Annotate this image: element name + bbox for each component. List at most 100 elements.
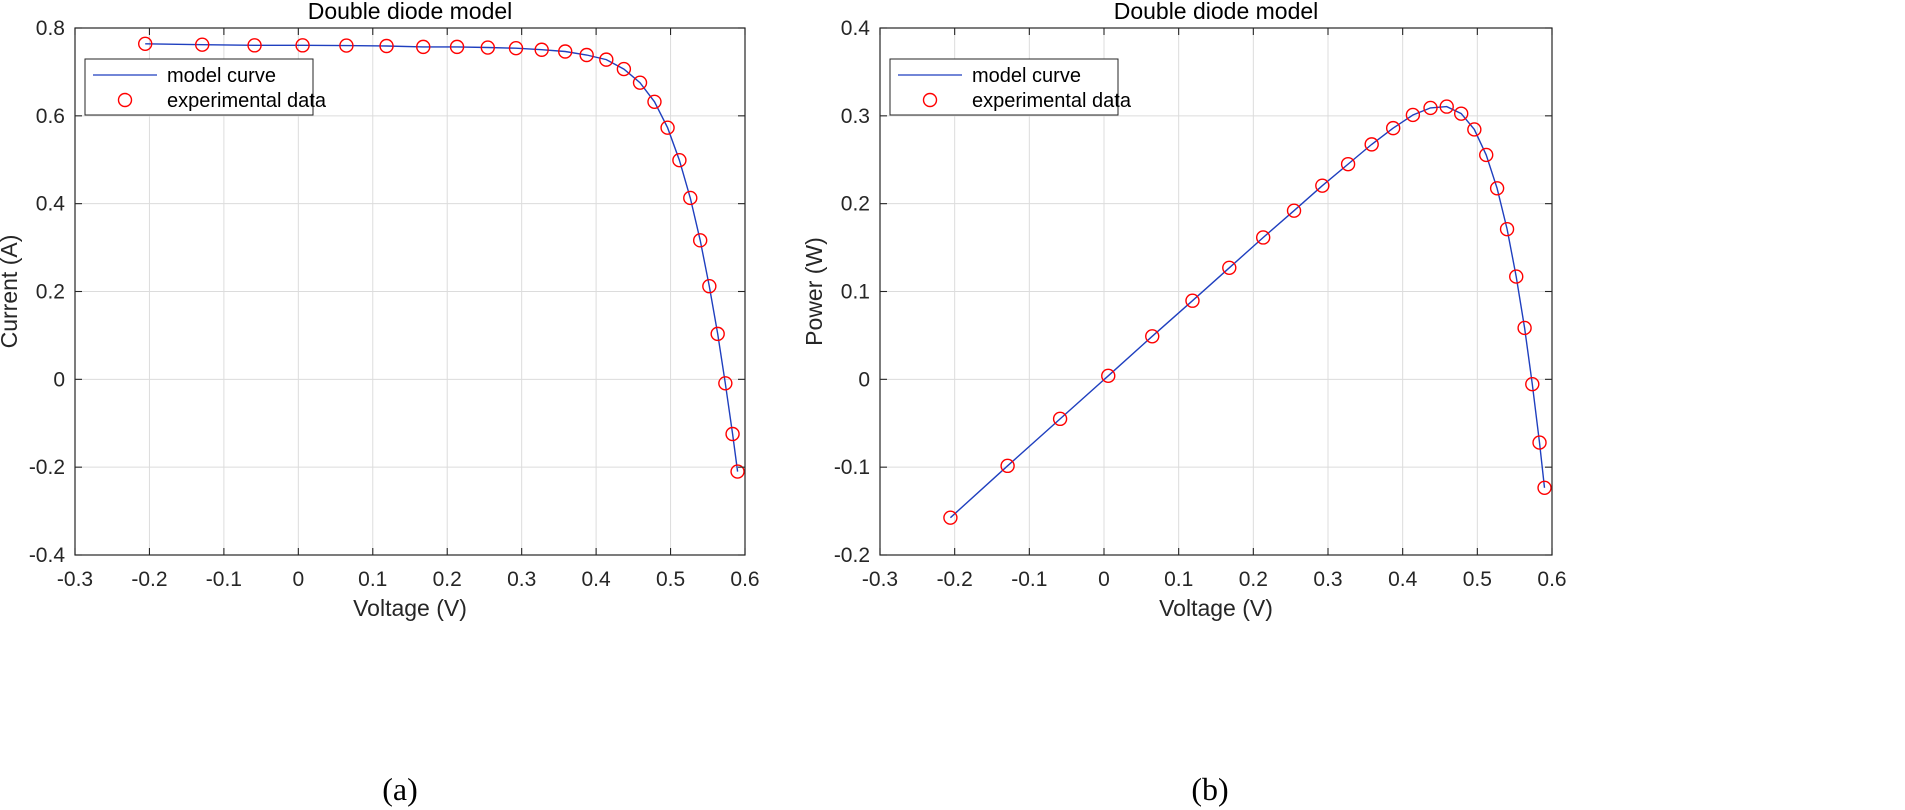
chart-title-b: Double diode model xyxy=(1114,0,1319,24)
experimental-data-point xyxy=(1255,230,1271,245)
ticks-a: -0.3 -0.2 -0.1 0 0.1 0.2 0.3 0.4 0.5 0.6 -0.4 -0.2 0… xyxy=(29,17,760,591)
experimental-data-point xyxy=(943,510,958,525)
experimental-data-point xyxy=(508,41,524,56)
experimental-data-point xyxy=(1286,203,1302,218)
experimental-data-point xyxy=(1405,107,1421,123)
experimental-data-point xyxy=(683,190,698,206)
experimental-data-point xyxy=(718,376,733,391)
experimental-data-point xyxy=(558,44,573,59)
legend-marker-sample-b xyxy=(922,92,938,108)
caption-b: (b) xyxy=(1191,771,1228,807)
y-tick-label: 0.6 xyxy=(36,105,65,128)
experimental-data-point xyxy=(1454,106,1469,121)
experimental-data-point xyxy=(672,152,687,168)
experimental-data-point xyxy=(1222,260,1237,275)
experimental-data-point xyxy=(1467,122,1482,137)
legend-label-model-curve-b: model curve xyxy=(972,65,1081,87)
x-tick-label: 0 xyxy=(292,568,304,591)
x-tick-label: 0.3 xyxy=(507,568,536,591)
x-tick-label: 0.2 xyxy=(1239,568,1268,591)
legend-label-experimental-data-b: experimental data xyxy=(972,90,1132,112)
y-tick-label: 0.4 xyxy=(841,17,871,40)
experimental-data-point xyxy=(1185,293,1200,308)
experimental-data-point xyxy=(632,75,648,90)
experimental-data-point xyxy=(379,38,394,54)
experimental-data-point xyxy=(295,38,310,53)
experimental-data-point xyxy=(1525,376,1540,392)
x-tick-label: 0.5 xyxy=(1463,568,1492,591)
experimental-data-point xyxy=(1517,320,1532,336)
y-tick-label: 0.4 xyxy=(36,193,66,216)
y-tick-label: 0.3 xyxy=(841,105,870,128)
x-tick-label: 0.6 xyxy=(730,568,759,591)
y-tick-label: 0.2 xyxy=(36,281,65,304)
experimental-data-point xyxy=(1537,480,1552,496)
ticks-b: -0.3 -0.2 -0.1 0 0.1 0.2 0.3 0.4 0.5 0.6-0.2-0.10… xyxy=(834,17,1567,591)
experimental-data-point xyxy=(416,39,431,55)
y-tick-label: -0.2 xyxy=(834,544,870,567)
experimental-data-point xyxy=(1439,99,1454,114)
experimental-data-point xyxy=(480,40,495,55)
chart-panel-b: -0.3 -0.2 -0.1 0 0.1 0.2 0.3 0.4 0.5 0.6-0.2-0.10… xyxy=(801,0,1567,807)
experimental-data-point xyxy=(247,38,262,53)
legend-a: model curve experimental data xyxy=(84,58,327,116)
experimental-data-point xyxy=(692,233,708,248)
legend-marker-sample-a xyxy=(117,92,133,108)
experimental-data-point xyxy=(599,52,614,67)
y-axis-label-a: Current (A) xyxy=(0,235,22,349)
series-b xyxy=(943,99,1552,525)
legend-label-model-curve-a: model curve xyxy=(167,65,276,87)
experimental-data-point xyxy=(730,464,745,479)
experimental-data-point xyxy=(1423,100,1438,116)
x-tick-label: -0.2 xyxy=(131,568,167,591)
x-tick-label: -0.1 xyxy=(1011,568,1047,591)
caption-a: (a) xyxy=(382,771,418,807)
y-tick-label: 0.2 xyxy=(841,193,870,216)
experimental-data-point xyxy=(1499,221,1515,237)
experimental-data-point xyxy=(1101,368,1116,384)
experimental-data-point xyxy=(1315,178,1330,193)
experimental-data-point xyxy=(702,279,717,294)
x-tick-label: -0.3 xyxy=(862,568,898,591)
experimental-data-point xyxy=(725,426,740,442)
x-axis-label-a: Voltage (V) xyxy=(353,595,467,621)
experimental-data-point xyxy=(1052,411,1068,427)
legend-b: model curve experimental data xyxy=(889,58,1132,116)
chart-title-a: Double diode model xyxy=(308,0,513,24)
x-tick-label: 0 xyxy=(1098,568,1110,591)
y-tick-label: 0 xyxy=(858,368,870,391)
x-tick-label: 0.5 xyxy=(656,568,685,591)
experimental-data-point xyxy=(449,39,465,55)
y-tick-label: -0.1 xyxy=(834,456,870,479)
experimental-data-point xyxy=(660,120,675,135)
experimental-data-point xyxy=(1479,147,1494,163)
x-tick-label: -0.2 xyxy=(937,568,973,591)
x-tick-label: -0.1 xyxy=(206,568,242,591)
x-tick-label: -0.3 xyxy=(57,568,93,591)
experimental-data-point xyxy=(1385,120,1401,136)
experimental-data-point xyxy=(1532,435,1547,450)
model-curve-line xyxy=(949,105,1546,519)
x-tick-label: 0.6 xyxy=(1537,568,1566,591)
x-tick-label: 0.2 xyxy=(433,568,462,591)
experimental-data-point xyxy=(1509,269,1524,284)
experimental-data-point xyxy=(1340,156,1356,172)
series-a xyxy=(138,36,745,479)
y-tick-label: 0 xyxy=(53,368,65,391)
experimental-data-point xyxy=(1000,458,1015,474)
y-axis-label-b: Power (W) xyxy=(801,237,827,346)
x-axis-label-b: Voltage (V) xyxy=(1159,595,1273,621)
experimental-data-point xyxy=(1145,329,1160,344)
x-tick-label: 0.4 xyxy=(1388,568,1418,591)
experimental-data-point xyxy=(647,94,662,109)
x-tick-label: 0.1 xyxy=(1164,568,1193,591)
x-tick-label: 0.4 xyxy=(582,568,612,591)
y-tick-label: 0.8 xyxy=(36,17,65,40)
y-tick-label: -0.4 xyxy=(29,544,66,567)
experimental-data-point xyxy=(339,38,354,53)
experimental-data-point xyxy=(616,61,632,77)
experimental-data-point xyxy=(1364,137,1379,152)
experimental-data-point xyxy=(138,36,153,52)
x-tick-label: 0.1 xyxy=(358,568,387,591)
